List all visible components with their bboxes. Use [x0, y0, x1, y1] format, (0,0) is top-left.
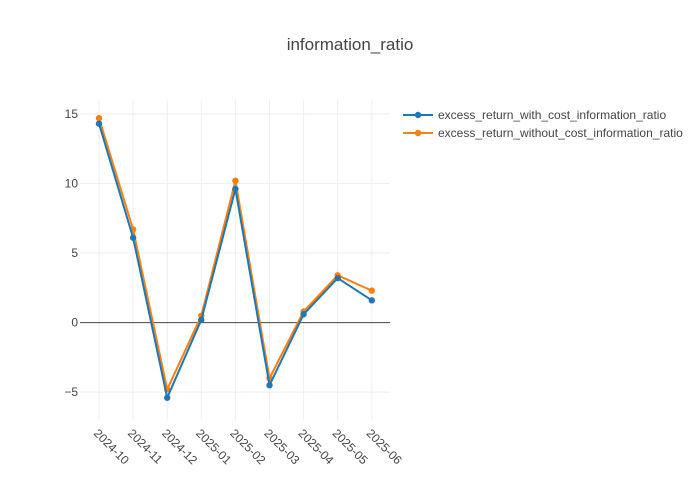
legend-label: excess_return_without_cost_information_r…	[438, 126, 683, 140]
data-point[interactable]	[300, 311, 307, 318]
series-group	[95, 114, 375, 401]
chart-title: information_ratio	[287, 35, 414, 54]
x-tick-label: 2025-02	[227, 426, 268, 467]
data-point[interactable]	[334, 274, 341, 282]
x-tick-label: 2025-05	[330, 426, 371, 467]
data-point[interactable]	[164, 394, 171, 401]
data-point[interactable]	[198, 316, 205, 324]
x-tick-label: 2024-10	[91, 426, 132, 467]
legend-marker	[414, 111, 422, 119]
data-point[interactable]	[232, 177, 239, 184]
series-1	[95, 120, 375, 401]
x-tick-label: 2025-04	[295, 426, 336, 467]
data-point[interactable]	[368, 297, 375, 304]
x-tick-label: 2025-01	[193, 426, 234, 467]
x-tick-label: 2024-12	[159, 426, 200, 467]
y-tick-label: −5	[64, 385, 78, 399]
data-point[interactable]	[95, 114, 103, 122]
data-point[interactable]	[95, 120, 103, 127]
y-tick-label: 10	[65, 176, 79, 190]
data-point[interactable]	[232, 185, 239, 193]
x-tick-label: 2024-11	[125, 426, 166, 467]
x-axis-ticks: 2024-102024-112024-122025-012025-022025-…	[91, 426, 405, 467]
x-tick-label: 2025-03	[261, 426, 302, 467]
legend-marker	[414, 129, 422, 137]
y-tick-label: 15	[65, 107, 79, 121]
y-axis-ticks: −5 0 5 10 15	[64, 107, 78, 399]
data-point[interactable]	[368, 287, 375, 294]
legend-item[interactable]: excess_return_with_cost_information_rati…	[403, 108, 666, 122]
x-tick-label: 2025-06	[364, 426, 405, 467]
y-tick-label: 5	[71, 246, 78, 260]
data-point[interactable]	[129, 234, 137, 241]
legend[interactable]: excess_return_with_cost_information_rati…	[403, 108, 683, 140]
y-tick-label: 0	[71, 316, 78, 330]
grid	[80, 100, 390, 420]
legend-item[interactable]: excess_return_without_cost_information_r…	[403, 126, 683, 140]
data-point[interactable]	[266, 382, 273, 389]
legend-label: excess_return_with_cost_information_rati…	[438, 108, 666, 122]
